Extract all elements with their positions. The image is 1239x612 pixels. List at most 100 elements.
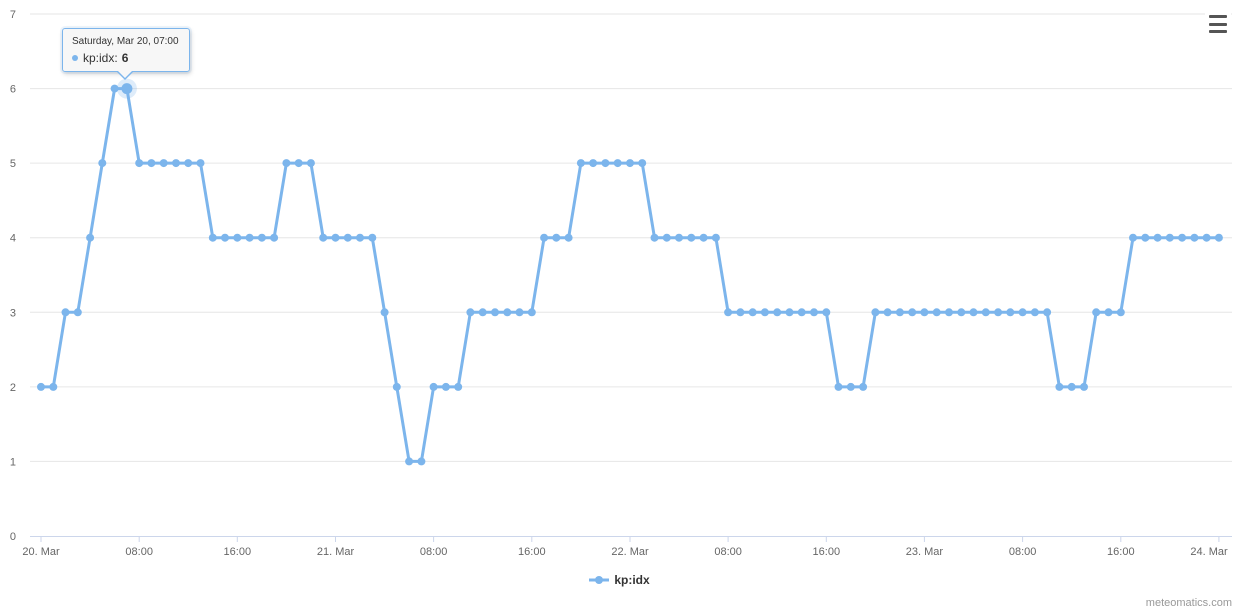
data-point[interactable] bbox=[466, 308, 475, 317]
data-point[interactable] bbox=[552, 233, 561, 242]
data-point[interactable] bbox=[773, 308, 782, 317]
context-menu-button[interactable] bbox=[1205, 13, 1231, 35]
data-point[interactable] bbox=[319, 233, 328, 242]
data-point[interactable] bbox=[613, 159, 622, 168]
data-point[interactable] bbox=[797, 308, 806, 317]
data-point[interactable] bbox=[1190, 233, 1199, 242]
data-point[interactable] bbox=[86, 233, 95, 242]
data-point[interactable] bbox=[1153, 233, 1162, 242]
data-point[interactable] bbox=[159, 159, 168, 168]
data-point[interactable] bbox=[589, 159, 598, 168]
data-point[interactable] bbox=[294, 159, 303, 168]
data-point[interactable] bbox=[515, 308, 524, 317]
data-point[interactable] bbox=[810, 308, 818, 317]
data-point[interactable] bbox=[37, 382, 45, 391]
data-point[interactable] bbox=[994, 308, 1003, 317]
data-point[interactable] bbox=[257, 233, 266, 242]
data-point[interactable] bbox=[650, 233, 659, 242]
data-point[interactable] bbox=[1165, 233, 1174, 242]
data-point[interactable] bbox=[957, 308, 966, 317]
data-point[interactable] bbox=[564, 233, 573, 242]
data-point[interactable] bbox=[98, 159, 107, 168]
credits-link[interactable]: meteomatics.com bbox=[1145, 597, 1232, 609]
data-point[interactable] bbox=[724, 308, 733, 317]
legend-item-kpidx[interactable]: kp:idx bbox=[0, 573, 1239, 587]
data-point[interactable] bbox=[491, 308, 499, 317]
data-point[interactable] bbox=[441, 382, 450, 391]
data-point[interactable] bbox=[601, 159, 610, 168]
data-point[interactable] bbox=[147, 159, 156, 168]
data-point[interactable] bbox=[822, 308, 831, 317]
data-point[interactable] bbox=[1214, 233, 1223, 242]
data-point[interactable] bbox=[736, 308, 745, 317]
data-point[interactable] bbox=[282, 159, 291, 168]
data-point[interactable] bbox=[1129, 233, 1137, 242]
data-point[interactable] bbox=[945, 308, 953, 317]
data-point[interactable] bbox=[405, 457, 414, 466]
data-point[interactable] bbox=[61, 308, 70, 317]
data-point[interactable] bbox=[368, 233, 377, 242]
data-point[interactable] bbox=[233, 233, 242, 242]
data-point[interactable] bbox=[638, 159, 647, 168]
data-point[interactable] bbox=[1141, 233, 1150, 242]
data-point[interactable] bbox=[73, 308, 82, 317]
data-point[interactable] bbox=[270, 233, 279, 242]
data-point[interactable] bbox=[110, 84, 119, 93]
data-point[interactable] bbox=[871, 308, 880, 317]
data-point[interactable] bbox=[834, 382, 843, 391]
data-point[interactable] bbox=[429, 382, 438, 391]
data-point[interactable] bbox=[895, 308, 904, 317]
data-point[interactable] bbox=[478, 308, 487, 317]
data-point[interactable] bbox=[576, 159, 585, 168]
data-point[interactable] bbox=[1043, 308, 1052, 317]
data-point[interactable] bbox=[748, 308, 757, 317]
data-point[interactable] bbox=[1202, 233, 1211, 242]
data-point[interactable] bbox=[1067, 382, 1076, 391]
data-point[interactable] bbox=[196, 159, 205, 168]
data-point[interactable] bbox=[392, 382, 401, 391]
data-point[interactable] bbox=[1178, 233, 1187, 242]
data-point[interactable] bbox=[675, 233, 683, 242]
data-point[interactable] bbox=[208, 233, 217, 242]
data-point[interactable] bbox=[1030, 308, 1039, 317]
data-point[interactable] bbox=[331, 233, 340, 242]
data-point[interactable] bbox=[380, 308, 389, 317]
data-point[interactable] bbox=[245, 233, 254, 242]
data-point[interactable] bbox=[527, 308, 536, 317]
data-point[interactable] bbox=[1006, 308, 1015, 317]
data-point[interactable] bbox=[1055, 382, 1064, 391]
data-point[interactable] bbox=[1104, 308, 1113, 317]
data-point[interactable] bbox=[417, 457, 426, 466]
data-point[interactable] bbox=[49, 382, 58, 391]
data-point[interactable] bbox=[184, 159, 193, 168]
data-point[interactable] bbox=[846, 382, 855, 391]
data-point[interactable] bbox=[908, 308, 917, 317]
data-point[interactable] bbox=[454, 382, 463, 391]
data-point[interactable] bbox=[343, 233, 352, 242]
data-point[interactable] bbox=[503, 308, 512, 317]
data-point[interactable] bbox=[981, 308, 990, 317]
data-point[interactable] bbox=[121, 83, 133, 95]
data-point[interactable] bbox=[356, 233, 364, 242]
data-point[interactable] bbox=[883, 308, 892, 317]
data-point[interactable] bbox=[969, 308, 978, 317]
data-point[interactable] bbox=[932, 308, 941, 317]
data-point[interactable] bbox=[306, 159, 315, 168]
data-point[interactable] bbox=[760, 308, 769, 317]
data-point[interactable] bbox=[1092, 308, 1101, 317]
data-point[interactable] bbox=[1018, 308, 1027, 317]
data-point[interactable] bbox=[859, 382, 868, 391]
data-point[interactable] bbox=[699, 233, 708, 242]
data-point[interactable] bbox=[687, 233, 696, 242]
data-point[interactable] bbox=[626, 159, 634, 168]
data-point[interactable] bbox=[662, 233, 671, 242]
data-point[interactable] bbox=[1080, 382, 1088, 391]
data-point[interactable] bbox=[711, 233, 720, 242]
data-point[interactable] bbox=[785, 308, 794, 317]
data-point[interactable] bbox=[1116, 308, 1125, 317]
data-point[interactable] bbox=[221, 233, 229, 242]
data-point[interactable] bbox=[540, 233, 549, 242]
data-point[interactable] bbox=[135, 159, 144, 168]
data-point[interactable] bbox=[920, 308, 929, 317]
